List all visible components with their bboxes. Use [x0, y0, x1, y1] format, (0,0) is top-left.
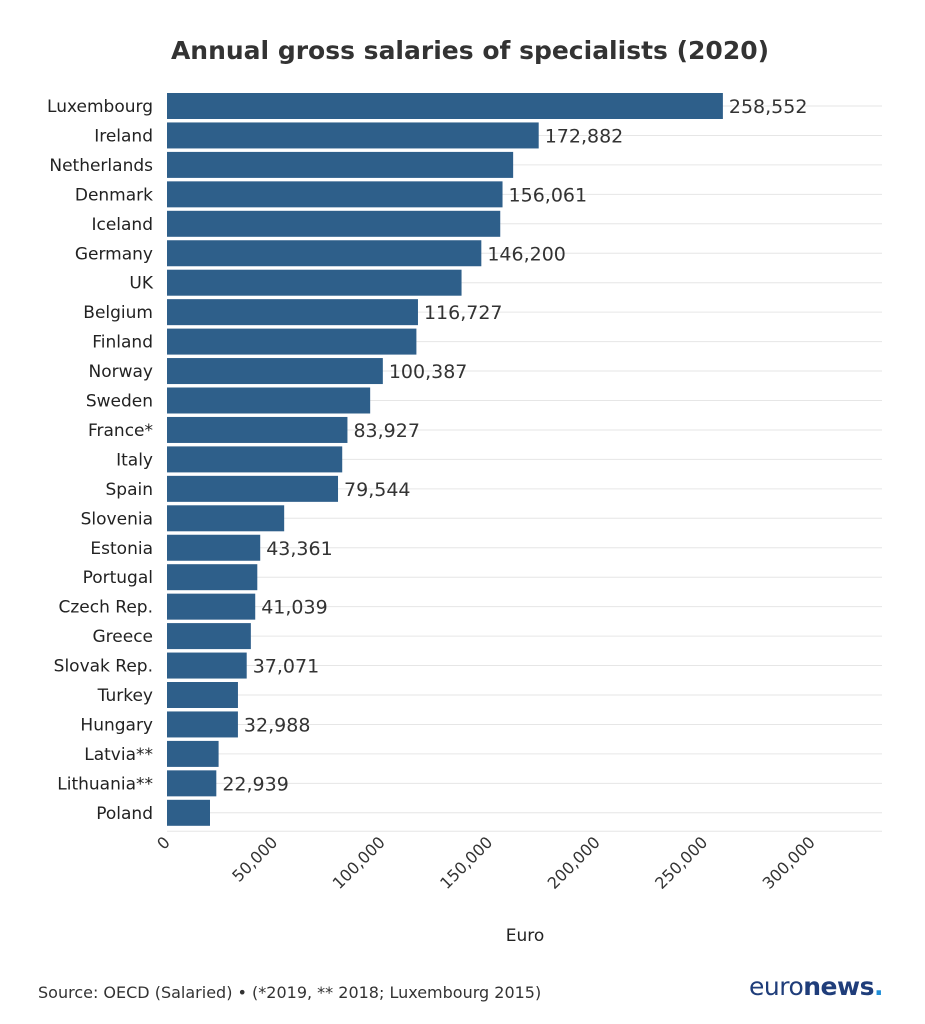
x-tick-label: 200,000	[544, 833, 604, 893]
data-label: 258,552	[729, 96, 808, 118]
data-label: 116,727	[424, 302, 503, 324]
logo-dot: .	[873, 972, 884, 1001]
bar	[167, 475, 339, 502]
bar	[167, 416, 348, 443]
bar	[167, 151, 514, 178]
bar	[167, 505, 285, 532]
category-label: Estonia	[90, 539, 153, 559]
bar	[167, 534, 261, 561]
category-label: France*	[88, 421, 153, 441]
bar	[167, 799, 210, 826]
x-tick-label: 0	[153, 833, 174, 854]
bar	[167, 269, 462, 296]
bar-chart: Luxembourg 258,552 Ireland 172,882 Netherlan…	[47, 93, 882, 946]
x-tick-label: 250,000	[651, 833, 711, 893]
category-label: Italy	[116, 450, 153, 470]
x-axis-label: Euro	[506, 926, 545, 946]
category-label: Ireland	[94, 126, 153, 146]
category-label: Norway	[89, 362, 154, 382]
category-label: Sweden	[86, 392, 153, 412]
data-label: 83,927	[353, 420, 419, 442]
data-label: 41,039	[261, 597, 327, 619]
data-label: 43,361	[266, 538, 332, 560]
category-label: Slovenia	[81, 509, 153, 529]
category-label: Spain	[106, 480, 154, 500]
category-label: Greece	[92, 627, 153, 647]
bar	[167, 740, 219, 767]
category-label: Iceland	[91, 215, 153, 235]
data-label: 156,061	[509, 184, 588, 206]
category-label: Germany	[75, 244, 153, 264]
bar	[167, 682, 238, 708]
bar	[167, 299, 418, 326]
data-label: 32,988	[244, 714, 310, 736]
category-label: Denmark	[75, 185, 153, 205]
x-tick-label: 150,000	[436, 833, 496, 893]
category-label: Finland	[92, 333, 153, 353]
bar	[167, 122, 539, 149]
bar	[167, 328, 417, 355]
chart-title: Annual gross salaries of specialists (20…	[170, 36, 770, 65]
category-label: Turkey	[97, 686, 153, 706]
source-note: Source: OECD (Salaried) • (*2019, ** 201…	[38, 983, 542, 1002]
data-label: 146,200	[487, 243, 566, 265]
logo-euro: euro	[749, 972, 804, 1001]
x-tick-label: 100,000	[329, 833, 389, 893]
category-label: Belgium	[83, 303, 153, 323]
bar	[167, 564, 258, 591]
bar	[167, 387, 371, 414]
category-label: Netherlands	[49, 156, 153, 176]
data-label: 37,071	[253, 656, 319, 678]
bar	[167, 240, 482, 267]
category-label: UK	[129, 274, 153, 294]
bar	[167, 210, 501, 237]
logo-news: news	[803, 972, 874, 1001]
category-label: Luxembourg	[47, 97, 153, 117]
category-label: Hungary	[80, 715, 153, 735]
data-label: 22,939	[222, 773, 288, 795]
bar	[167, 93, 723, 119]
x-tick-label: 300,000	[759, 833, 819, 893]
bar	[167, 770, 217, 797]
data-label: 79,544	[344, 479, 410, 501]
bar	[167, 711, 238, 738]
category-label: Lithuania**	[57, 774, 153, 794]
bar	[167, 652, 247, 679]
data-label: 172,882	[545, 125, 624, 147]
category-label: Latvia**	[84, 745, 153, 765]
category-label: Slovak Rep.	[54, 657, 153, 677]
euronews-logo: euronews.	[749, 972, 883, 1001]
bar	[167, 593, 256, 620]
bar	[167, 446, 343, 473]
bar	[167, 181, 503, 208]
category-label: Poland	[96, 804, 153, 824]
data-label: 100,387	[389, 361, 468, 383]
category-label: Czech Rep.	[59, 598, 153, 618]
bar	[167, 358, 383, 385]
category-label: Portugal	[83, 568, 153, 588]
x-tick-label: 50,000	[228, 833, 281, 886]
bar	[167, 623, 251, 650]
